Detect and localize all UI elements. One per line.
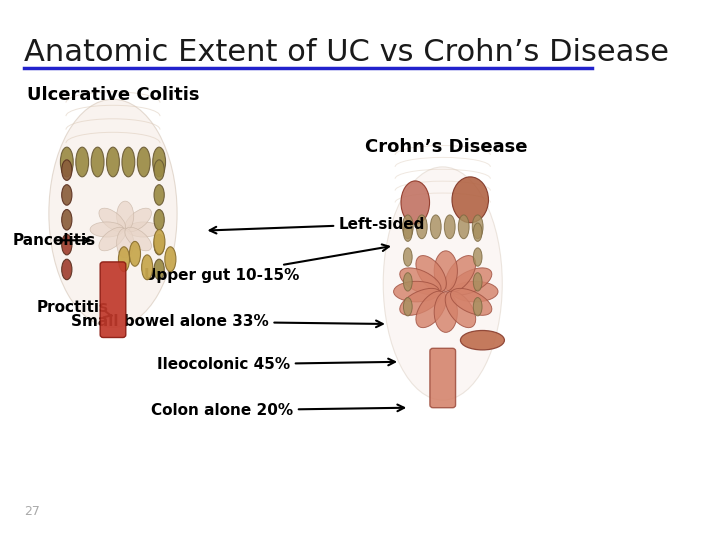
Ellipse shape	[154, 210, 164, 230]
Ellipse shape	[122, 147, 135, 177]
Ellipse shape	[402, 215, 413, 239]
Ellipse shape	[403, 223, 412, 241]
Text: Upper gut 10-15%: Upper gut 10-15%	[144, 245, 389, 283]
Ellipse shape	[130, 241, 140, 266]
Ellipse shape	[125, 208, 151, 232]
Ellipse shape	[445, 255, 476, 292]
Ellipse shape	[461, 330, 505, 350]
Ellipse shape	[416, 291, 446, 328]
Ellipse shape	[153, 147, 166, 177]
Ellipse shape	[99, 208, 125, 232]
Ellipse shape	[142, 255, 153, 280]
Ellipse shape	[431, 215, 441, 239]
Ellipse shape	[154, 185, 164, 205]
Ellipse shape	[127, 222, 161, 237]
FancyBboxPatch shape	[100, 262, 126, 338]
Ellipse shape	[154, 234, 164, 255]
Ellipse shape	[473, 223, 482, 241]
Ellipse shape	[154, 160, 164, 180]
Text: Ulcerative Colitis: Ulcerative Colitis	[27, 86, 199, 104]
Ellipse shape	[434, 292, 457, 332]
Ellipse shape	[403, 248, 412, 266]
Ellipse shape	[452, 177, 488, 222]
Ellipse shape	[459, 215, 469, 239]
Text: Colon alone 20%: Colon alone 20%	[151, 403, 404, 418]
Ellipse shape	[445, 291, 476, 328]
Ellipse shape	[403, 298, 412, 316]
Ellipse shape	[76, 147, 89, 177]
Text: Left-sided: Left-sided	[210, 217, 426, 233]
Ellipse shape	[154, 230, 165, 254]
Ellipse shape	[118, 247, 130, 272]
Ellipse shape	[416, 215, 427, 239]
Ellipse shape	[434, 251, 457, 292]
Ellipse shape	[62, 234, 72, 255]
Ellipse shape	[473, 298, 482, 316]
Text: Pancolitis: Pancolitis	[12, 233, 95, 248]
Ellipse shape	[403, 273, 412, 291]
Ellipse shape	[49, 99, 177, 327]
Ellipse shape	[383, 167, 503, 400]
FancyBboxPatch shape	[430, 348, 456, 408]
Ellipse shape	[117, 201, 134, 231]
Text: Small bowel alone 33%: Small bowel alone 33%	[71, 314, 382, 329]
Ellipse shape	[62, 185, 72, 205]
Ellipse shape	[91, 147, 104, 177]
Text: Proctitis: Proctitis	[37, 300, 112, 318]
Ellipse shape	[62, 160, 72, 180]
Ellipse shape	[400, 268, 441, 295]
Ellipse shape	[400, 288, 441, 315]
Ellipse shape	[416, 255, 446, 292]
Ellipse shape	[165, 247, 176, 272]
Text: 27: 27	[24, 505, 40, 518]
Ellipse shape	[90, 222, 124, 237]
Ellipse shape	[452, 281, 498, 302]
Text: Anatomic Extent of UC vs Crohn’s Disease: Anatomic Extent of UC vs Crohn’s Disease	[24, 38, 670, 67]
Ellipse shape	[473, 248, 482, 266]
Ellipse shape	[62, 210, 72, 230]
Ellipse shape	[117, 228, 134, 258]
Text: Crohn’s Disease: Crohn’s Disease	[364, 138, 527, 156]
Ellipse shape	[99, 227, 125, 251]
Ellipse shape	[394, 281, 439, 302]
Ellipse shape	[444, 215, 455, 239]
Ellipse shape	[154, 259, 164, 280]
Ellipse shape	[473, 273, 482, 291]
Ellipse shape	[138, 147, 150, 177]
Ellipse shape	[62, 259, 72, 280]
Text: Ileocolonic 45%: Ileocolonic 45%	[157, 357, 395, 372]
Ellipse shape	[451, 288, 492, 315]
Ellipse shape	[401, 181, 430, 224]
Ellipse shape	[107, 147, 120, 177]
Ellipse shape	[60, 147, 73, 177]
Ellipse shape	[451, 268, 492, 295]
Ellipse shape	[472, 215, 483, 239]
Ellipse shape	[125, 227, 151, 251]
